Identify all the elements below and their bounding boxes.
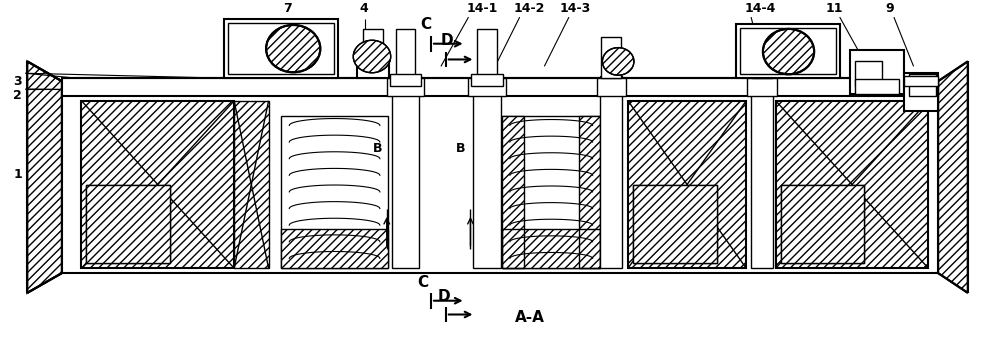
Ellipse shape [266,25,320,72]
Bar [477,29,497,78]
Bar [776,101,928,268]
Bar [781,185,864,263]
Bar [62,78,938,96]
Bar [776,101,928,268]
Bar [850,50,904,94]
Text: C: C [418,275,429,290]
Bar [502,229,600,268]
Bar [579,116,600,268]
Ellipse shape [763,29,814,74]
Bar [224,19,338,78]
Ellipse shape [266,25,320,72]
Bar [855,79,899,94]
Bar [62,81,938,273]
Ellipse shape [602,48,634,75]
Text: 14-2: 14-2 [514,2,545,15]
Text: D: D [441,33,454,48]
Text: C: C [421,17,432,32]
Text: 3: 3 [13,75,22,88]
Bar [363,29,383,57]
Bar [468,78,506,96]
Bar [633,185,717,263]
Text: 14-1: 14-1 [467,2,498,15]
Bar [390,74,421,86]
Bar [597,78,626,96]
Bar [234,101,269,268]
Bar [387,78,424,96]
Bar [628,101,746,268]
Text: B: B [456,142,465,155]
Bar [579,116,600,268]
Bar [751,76,773,268]
Bar [736,24,840,78]
Bar [781,185,864,263]
Text: 2: 2 [13,90,22,102]
Text: 14-3: 14-3 [559,2,590,15]
Bar [904,73,938,111]
Ellipse shape [353,40,391,73]
Bar [228,23,334,74]
Text: D: D [438,289,451,304]
Text: 4: 4 [360,2,368,15]
Text: 14-4: 14-4 [744,2,776,15]
Bar [81,101,234,268]
Bar [281,116,388,268]
Bar [502,229,600,268]
Bar [473,76,501,268]
Bar [752,37,772,78]
Bar [502,116,524,268]
Bar [281,229,388,268]
Bar [357,57,389,78]
Ellipse shape [602,48,634,75]
Polygon shape [27,61,62,293]
Bar [396,29,415,78]
Polygon shape [938,61,968,293]
Bar [81,101,234,268]
Ellipse shape [353,40,391,73]
Bar [86,185,170,263]
Bar [86,185,170,263]
Bar [601,37,621,78]
Bar [781,185,864,263]
Bar [86,185,170,263]
Text: A-A: A-A [515,310,544,325]
Text: 9: 9 [886,2,894,15]
Bar [747,78,777,96]
Text: 11: 11 [826,2,844,15]
Bar [740,28,836,74]
Bar [633,185,717,263]
Text: 7: 7 [283,2,292,15]
Ellipse shape [763,29,814,74]
Bar [281,229,388,268]
Bar [502,116,524,268]
Bar [855,61,882,86]
Text: B: B [373,142,383,155]
Bar [904,76,938,86]
Bar [628,101,746,268]
Bar [633,185,717,263]
Bar [234,101,269,268]
Bar [471,74,503,86]
Text: 1: 1 [13,168,22,181]
Bar [502,116,600,268]
Bar [909,74,936,96]
Bar [392,76,419,268]
Bar [600,76,622,268]
